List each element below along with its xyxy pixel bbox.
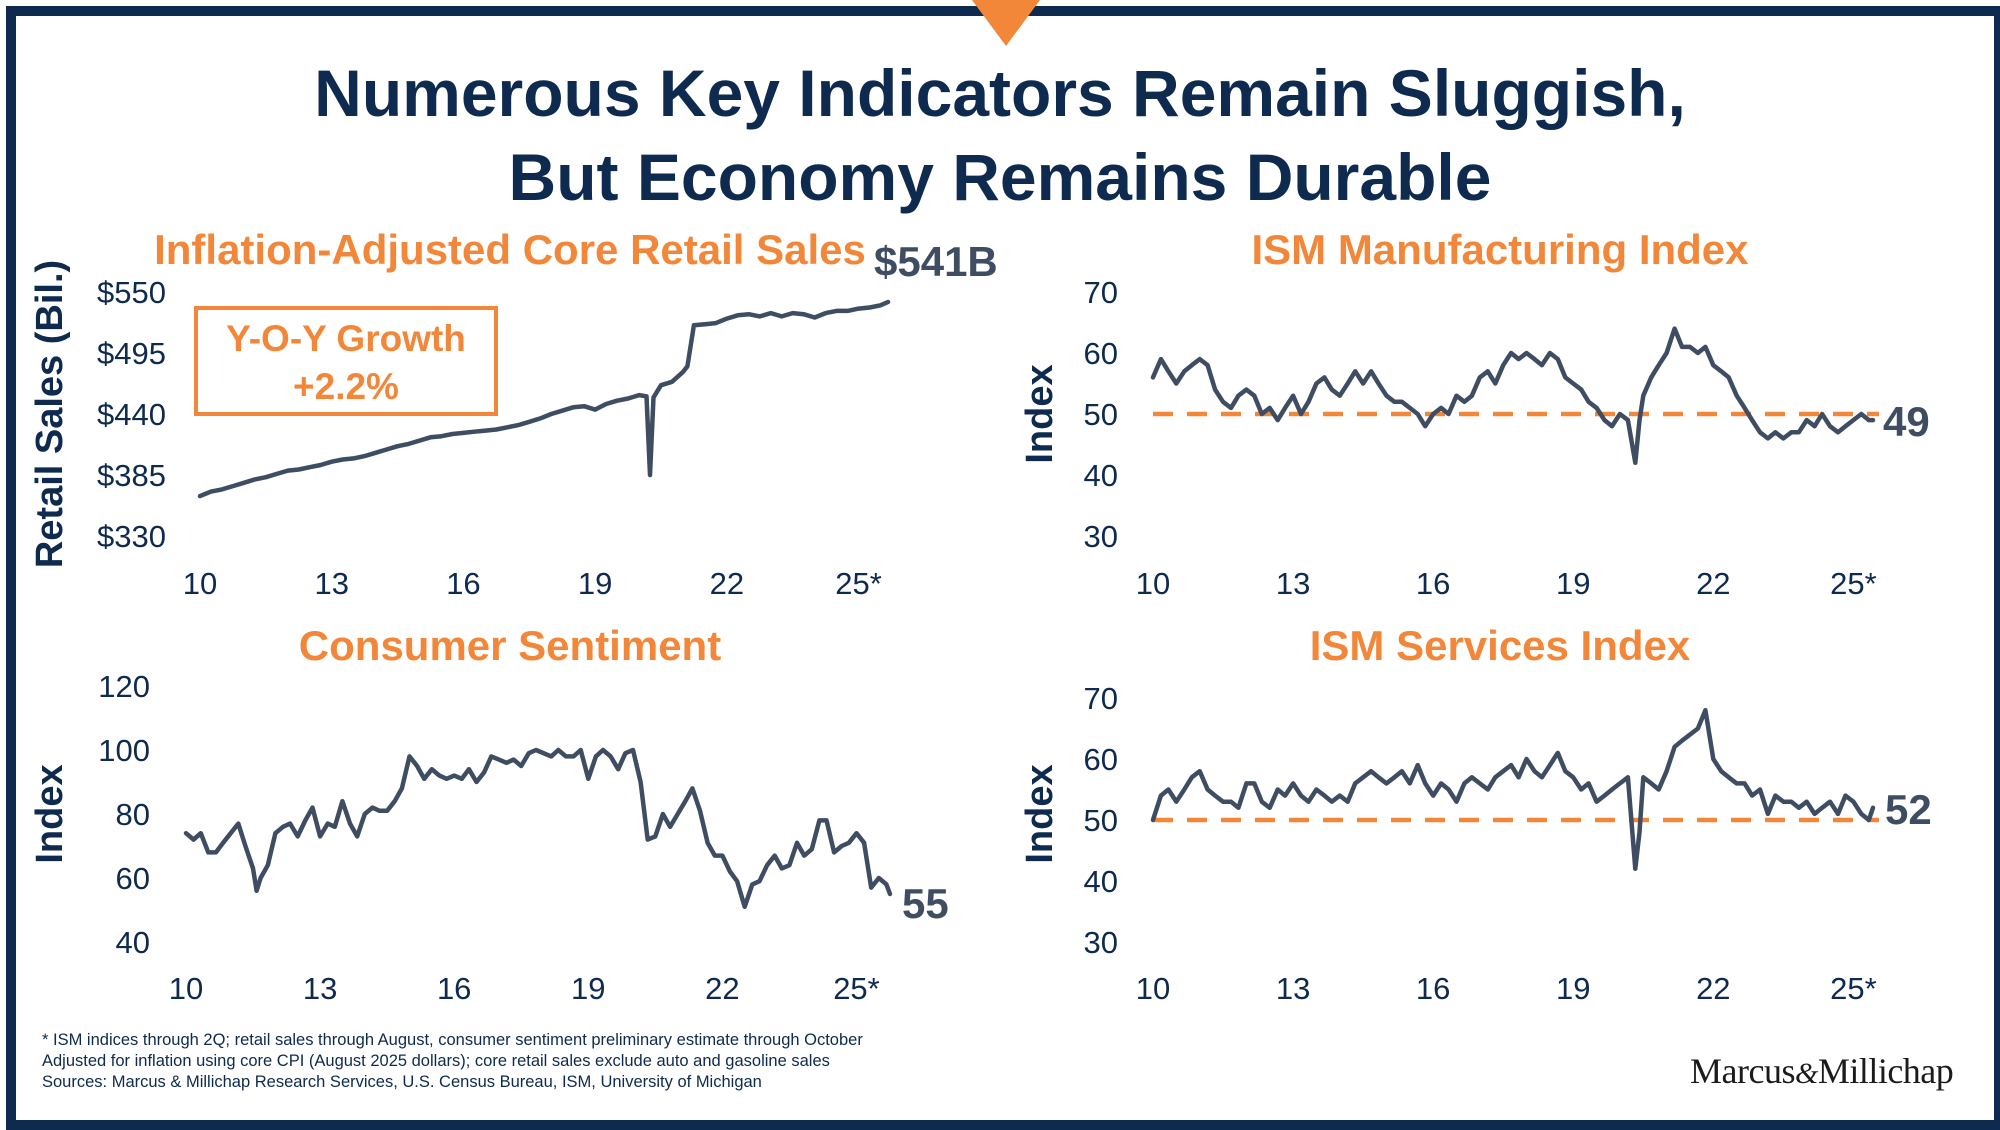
ism_svc-series-line — [1150, 707, 1876, 872]
ism_mfg-end-value-label: 49 — [1883, 398, 1930, 445]
ism_mfg-y-tick-label: 70 — [1084, 275, 1118, 310]
ism_svc-x-tick-label: 22 — [1696, 971, 1730, 1006]
ism_mfg-x-tick-label: 16 — [1416, 566, 1450, 601]
footnote-2: Adjusted for inflation using core CPI (A… — [42, 1052, 830, 1070]
retail-chart-title: Inflation-Adjusted Core Retail Sales — [154, 226, 866, 273]
slide-title-line2: But Economy Remains Durable — [508, 140, 1492, 214]
ism_svc-x-tick-label: 10 — [1136, 971, 1170, 1006]
slide-title-line1: Numerous Key Indicators Remain Sluggish, — [314, 56, 1686, 130]
logo-text-left: Marcus — [1690, 1051, 1795, 1091]
ism_mfg-x-tick-label: 19 — [1556, 566, 1590, 601]
consumer-sentiment-chart: Index 120 100 80 60 40 10 13 16 19 22 25* 55 — [29, 669, 949, 1006]
sentiment-y-tick-label: 40 — [116, 925, 150, 960]
ism-services-chart-title: ISM Services Index — [1309, 622, 1691, 669]
ism_mfg-y-tick-label: 40 — [1084, 458, 1118, 493]
ism_svc-end-value-label: 52 — [1885, 786, 1932, 833]
sentiment-series-line — [183, 747, 893, 910]
orange-notch-marker — [972, 0, 1040, 46]
retail-x-tick-label: 19 — [578, 566, 612, 601]
retail-x-tick-label: 13 — [314, 566, 348, 601]
ism_mfg-y-tick-label: 30 — [1084, 519, 1118, 554]
ism_svc-y-tick-label: 50 — [1084, 803, 1118, 838]
ism_mfg-x-tick-label: 10 — [1136, 566, 1170, 601]
retail-y-tick-label: $550 — [97, 275, 166, 310]
yoy-growth-value: +2.2% — [293, 366, 399, 407]
ism_mfg-x-tick-label: 25* — [1830, 566, 1877, 601]
sentiment-x-tick-label: 22 — [705, 971, 739, 1006]
ism-services-chart: Index 70 60 50 40 30 10 13 16 19 22 25* 52 — [1019, 681, 1932, 1006]
ism-manufacturing-chart-title: ISM Manufacturing Index — [1251, 226, 1749, 273]
sentiment-x-tick-label: 16 — [437, 971, 471, 1006]
sentiment-x-tick-label: 13 — [303, 971, 337, 1006]
sentiment-x-tick-label: 19 — [571, 971, 605, 1006]
ism_mfg-y-tick-label: 60 — [1084, 336, 1118, 371]
footnotes: * ISM indices through 2Q; retail sales t… — [42, 1030, 863, 1093]
retail-x-tick-label: 22 — [710, 566, 744, 601]
footnote-1: * ISM indices through 2Q; retail sales t… — [42, 1031, 863, 1049]
sentiment-y-tick-label: 100 — [98, 733, 150, 768]
ism_svc-x-tick-label: 25* — [1830, 971, 1877, 1006]
retail-y-tick-label: $495 — [97, 336, 166, 371]
logo-ampersand: & — [1794, 1057, 1818, 1090]
ism_svc-x-tick-label: 13 — [1276, 971, 1310, 1006]
ism_svc-y-tick-label: 30 — [1084, 925, 1118, 960]
marcus-millichap-logo: Marcus&Millichap — [1690, 1050, 1954, 1092]
ism_mfg-x-tick-label: 22 — [1696, 566, 1730, 601]
consumer-sentiment-chart-title: Consumer Sentiment — [298, 622, 722, 669]
ism_svc-y-tick-label: 40 — [1084, 864, 1118, 899]
ism_svc-y-tick-label: 60 — [1084, 742, 1118, 777]
footnote-3: Sources: Marcus & Millichap Research Ser… — [42, 1073, 762, 1091]
sentiment-end-value-label: 55 — [902, 880, 949, 927]
retail-end-value-label: $541B — [874, 238, 998, 285]
retail-series-line — [197, 299, 891, 499]
retail-y-axis-label: Retail Sales (Bil.) — [29, 260, 71, 568]
retail-y-tick-label: $385 — [97, 458, 166, 493]
logo-text-right: Millichap — [1817, 1051, 1954, 1091]
ism_svc-x-tick-label: 16 — [1416, 971, 1450, 1006]
ism_svc-x-tick-label: 19 — [1556, 971, 1590, 1006]
ism_svc-y-tick-label: 70 — [1084, 681, 1118, 716]
ism_mfg-y-tick-label: 50 — [1084, 397, 1118, 432]
sentiment-x-tick-label: 25* — [833, 971, 880, 1006]
retail-x-tick-label: 16 — [446, 566, 480, 601]
retail-x-tick-label: 25* — [835, 566, 882, 601]
ism_mfg-series-line — [1150, 326, 1876, 466]
sentiment-x-tick-label: 10 — [169, 971, 203, 1006]
ism_mfg-x-tick-label: 13 — [1276, 566, 1310, 601]
ism_mfg-y-axis-label: Index — [1019, 364, 1061, 463]
sentiment-y-tick-label: 120 — [98, 669, 150, 704]
sentiment-y-tick-label: 80 — [116, 797, 150, 832]
retail-sales-chart: Retail Sales (Bil.) $550 $495 $440 $385 $330 1… — [29, 238, 998, 601]
ism-manufacturing-chart: Index 70 60 50 40 30 10 13 16 19 22 25* 49 — [1019, 275, 1930, 601]
yoy-growth-label: Y-O-Y Growth — [226, 318, 466, 359]
ism_svc-y-axis-label: Index — [1019, 764, 1061, 863]
sentiment-y-axis-label: Index — [29, 764, 71, 863]
retail-y-tick-label: $330 — [97, 519, 166, 554]
retail-y-tick-label: $440 — [97, 397, 166, 432]
retail-x-tick-label: 10 — [183, 566, 217, 601]
sentiment-y-tick-label: 60 — [116, 861, 150, 896]
yoy-growth-callout: Y-O-Y Growth +2.2% — [194, 306, 498, 416]
